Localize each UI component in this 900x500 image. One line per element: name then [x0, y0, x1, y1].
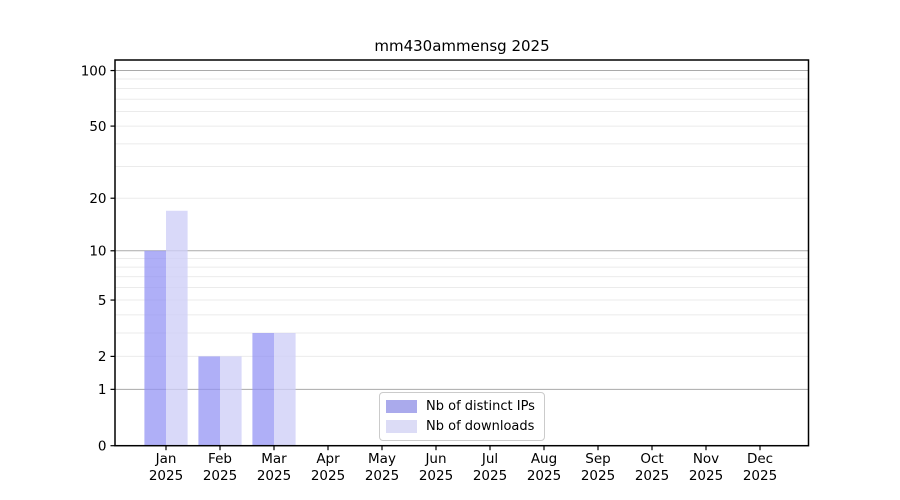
- x-tick-label-month: Feb: [208, 451, 232, 467]
- x-tick-label-month: Oct: [640, 451, 663, 467]
- x-tick-label-year: 2025: [203, 468, 237, 484]
- x-tick-label-year: 2025: [257, 468, 291, 484]
- x-tick-label-year: 2025: [581, 468, 615, 484]
- x-tick-label-year: 2025: [365, 468, 399, 484]
- bar-distinct-ips-jan: [144, 250, 166, 446]
- x-tick-label-month: Mar: [261, 451, 287, 467]
- x-tick-label-month: Jun: [424, 451, 446, 467]
- legend-item-downloads: Nb of downloads: [386, 420, 535, 433]
- distinct-ips-swatch: [386, 400, 417, 413]
- x-tick-label-month: May: [368, 451, 396, 467]
- bar-downloads-jan: [166, 210, 188, 446]
- bar-distinct-ips-feb: [198, 356, 220, 446]
- y-tick-label: 0: [98, 439, 107, 455]
- x-tick-label-month: Aug: [531, 451, 557, 467]
- x-tick-label-month: Jan: [155, 451, 177, 467]
- y-tick-label: 5: [98, 293, 107, 309]
- x-tick-label-year: 2025: [149, 468, 183, 484]
- x-tick-label-year: 2025: [689, 468, 723, 484]
- y-tick-label: 1: [98, 382, 107, 398]
- y-tick-label: 20: [89, 191, 106, 207]
- downloads-swatch: [386, 420, 417, 433]
- x-tick-label-month: Jul: [481, 451, 498, 467]
- x-tick-label-month: Sep: [585, 451, 610, 467]
- axes-frame: [114, 59, 810, 447]
- x-tick-label-month: Dec: [747, 451, 773, 467]
- legend-label-distinct-ips: Nb of distinct IPs: [426, 399, 535, 414]
- bar-downloads-mar: [274, 333, 296, 446]
- y-tick-label: 100: [81, 63, 107, 79]
- y-tick-label: 2: [98, 349, 107, 365]
- legend-item-distinct-ips: Nb of distinct IPs: [386, 400, 535, 413]
- x-tick-label-year: 2025: [473, 468, 507, 484]
- x-tick-label-year: 2025: [419, 468, 453, 484]
- x-tick-label-year: 2025: [743, 468, 777, 484]
- x-tick-label-year: 2025: [527, 468, 561, 484]
- y-tick-label: 50: [89, 119, 106, 135]
- x-tick-label-year: 2025: [635, 468, 669, 484]
- legend: Nb of distinct IPs Nb of downloads: [379, 392, 545, 441]
- x-tick-label-year: 2025: [311, 468, 345, 484]
- y-tick-label: 10: [89, 244, 106, 260]
- legend-label-downloads: Nb of downloads: [426, 419, 535, 434]
- x-tick-label-month: Apr: [316, 451, 340, 467]
- x-tick-label-month: Nov: [693, 451, 719, 467]
- chart-title: mm430ammensg 2025: [374, 37, 550, 55]
- bar-distinct-ips-mar: [252, 333, 274, 446]
- bar-downloads-feb: [220, 356, 242, 446]
